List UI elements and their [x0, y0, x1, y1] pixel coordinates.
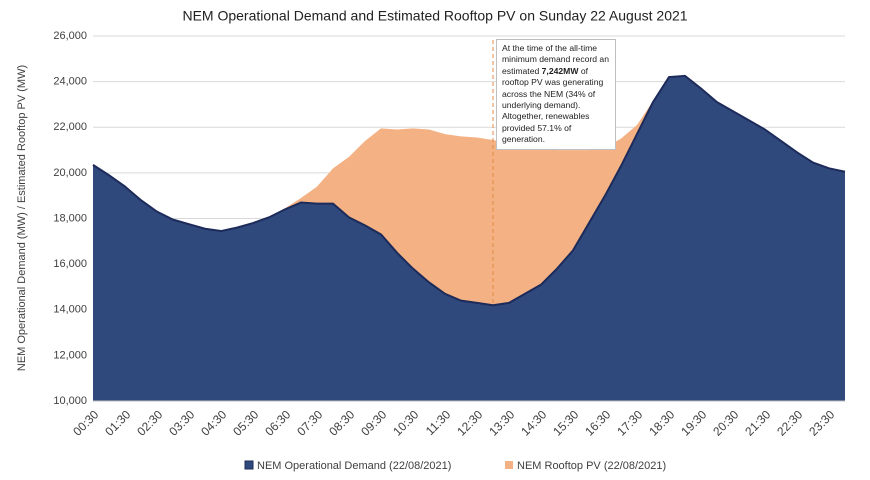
x-tick-label: 19:30 [678, 407, 709, 438]
annotation-text: of rooftop PV was generating across the … [502, 65, 604, 145]
x-tick-label: 14:30 [518, 407, 549, 438]
x-tick-label: 13:30 [486, 407, 517, 438]
x-tick-label: 12:30 [454, 407, 485, 438]
x-tick-label: 05:30 [230, 407, 261, 438]
y-tick-label: 18,000 [53, 212, 87, 224]
y-tick-label: 10,000 [53, 395, 87, 407]
x-tick-label: 18:30 [646, 407, 677, 438]
y-tick-label: 16,000 [53, 258, 87, 270]
x-tick-label: 21:30 [742, 407, 773, 438]
x-tick-label: 04:30 [198, 407, 229, 438]
line [92, 74, 846, 307]
annotation: At the time of the all-time minimum dema… [496, 39, 616, 150]
x-tick-label: 00:30 [70, 407, 101, 438]
x-tick-label: 10:30 [390, 407, 421, 438]
y-axis-label: NEM Operational Demand (MW) / Estimated … [16, 65, 28, 371]
y-tick-label: 26,000 [53, 30, 87, 42]
x-tick-label: 17:30 [614, 407, 645, 438]
y-tick-label: 20,000 [53, 167, 87, 179]
x-tick-label: 07:30 [294, 407, 325, 438]
x-tick-label: 02:30 [134, 407, 165, 438]
x-tick-label: 16:30 [582, 407, 613, 438]
x-tick-label: 23:30 [806, 407, 837, 438]
y-tick-label: 24,000 [53, 76, 87, 88]
y-tick-label: 12,000 [53, 349, 87, 361]
x-tick-label: 06:30 [262, 407, 293, 438]
legend-swatch [505, 461, 513, 469]
x-tick-label: 08:30 [326, 407, 357, 438]
x-tick-label: 03:30 [166, 407, 197, 438]
area [93, 75, 845, 306]
x-tick-label: 01:30 [102, 407, 133, 438]
y-tick-label: 22,000 [53, 121, 87, 133]
x-tick-label: 22:30 [774, 407, 805, 438]
legend-swatch [244, 460, 254, 470]
x-tick-label: 09:30 [358, 407, 389, 438]
legend-label: NEM Operational Demand (22/08/2021) [257, 460, 451, 472]
area [93, 75, 845, 401]
y-tick-label: 14,000 [53, 304, 87, 316]
x-tick-label: 11:30 [423, 407, 454, 438]
x-tick-label: 20:30 [710, 407, 741, 438]
annotation-text: At the time of the all-time minimum dema… [502, 43, 609, 76]
x-tick-label: 15:30 [550, 407, 581, 438]
chart-title: NEM Operational Demand and Estimated Roo… [182, 8, 687, 24]
legend-label: NEM Rooftop PV (22/08/2021) [517, 460, 666, 472]
annotation-bold: 7,242MW [541, 65, 579, 76]
